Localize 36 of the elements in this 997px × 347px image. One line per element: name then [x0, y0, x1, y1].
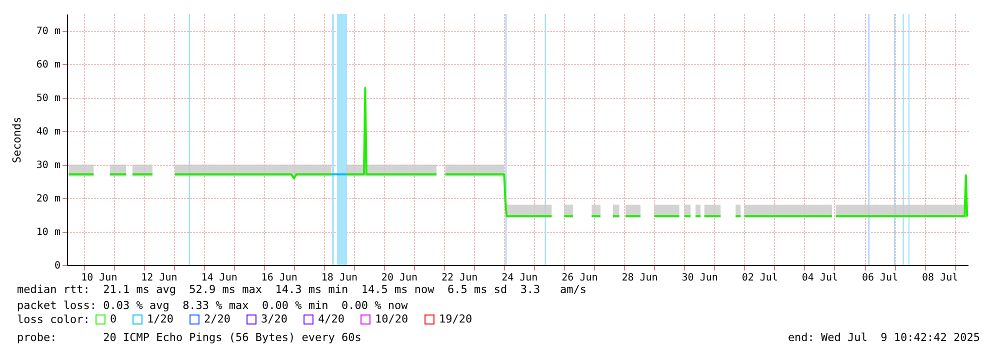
x-tick-label: 30 Jun — [682, 272, 718, 284]
x-tick-label: 24 Jun — [502, 272, 538, 284]
x-tick-label: 04 Jul — [802, 272, 838, 284]
text: packet loss: 0.03 % avg 8.33 % max 0.00 % min 0.00 % now — [17, 299, 408, 312]
legend-label: 1/20 — [147, 312, 174, 326]
legend-label: 4/20 — [318, 312, 344, 326]
x-tick-label: 10 Jun — [81, 272, 118, 284]
x-tick-label: 20 Jun — [381, 272, 418, 284]
text: end: Wed Jul 9 10:42:42 2025 — [788, 331, 980, 344]
x-tick-label: 22 Jun — [442, 272, 478, 284]
x-tick-label: 02 Jul — [742, 272, 778, 284]
legend-title: loss color: — [17, 313, 90, 326]
y-tick-label: 40 m — [36, 126, 60, 138]
text: probe: 20 ICMP Echo Pings (56 Bytes) every 60s — [17, 331, 362, 344]
y-tick-label: 60 m — [36, 60, 60, 71]
x-tick-label: 14 Jun — [201, 272, 238, 284]
legend-label: 10/20 — [375, 312, 408, 326]
x-tick-label: 08 Jul — [922, 272, 958, 284]
y-tick-label: 30 m — [36, 160, 60, 172]
x-tick-label: 18 Jun — [321, 272, 358, 284]
legend-label: 0 — [110, 312, 117, 326]
text: median rtt: 21.1 ms avg 52.9 ms max 14.3 ms min 14.5 ms now 6.5 ms sd 3.3 am/s — [17, 283, 587, 296]
legend-label: 2/20 — [204, 312, 230, 326]
x-tick-label: 12 Jun — [141, 272, 178, 284]
x-tick-label: 26 Jun — [562, 272, 598, 284]
y-tick-label: 50 m — [36, 93, 60, 104]
legend-label: 3/20 — [261, 312, 288, 326]
y-tick-label: 20 m — [36, 194, 60, 205]
x-tick-label: 16 Jun — [261, 272, 298, 284]
x-tick-label: 28 Jun — [622, 272, 658, 284]
y-tick-label: 10 m — [36, 227, 60, 238]
y-tick-label: 70 m — [36, 26, 60, 38]
y-tick-label: 0 — [54, 260, 60, 272]
x-tick-label: 06 Jul — [862, 272, 898, 284]
legend-label: 19/20 — [439, 312, 472, 326]
y-axis-title: Seconds — [10, 116, 24, 164]
